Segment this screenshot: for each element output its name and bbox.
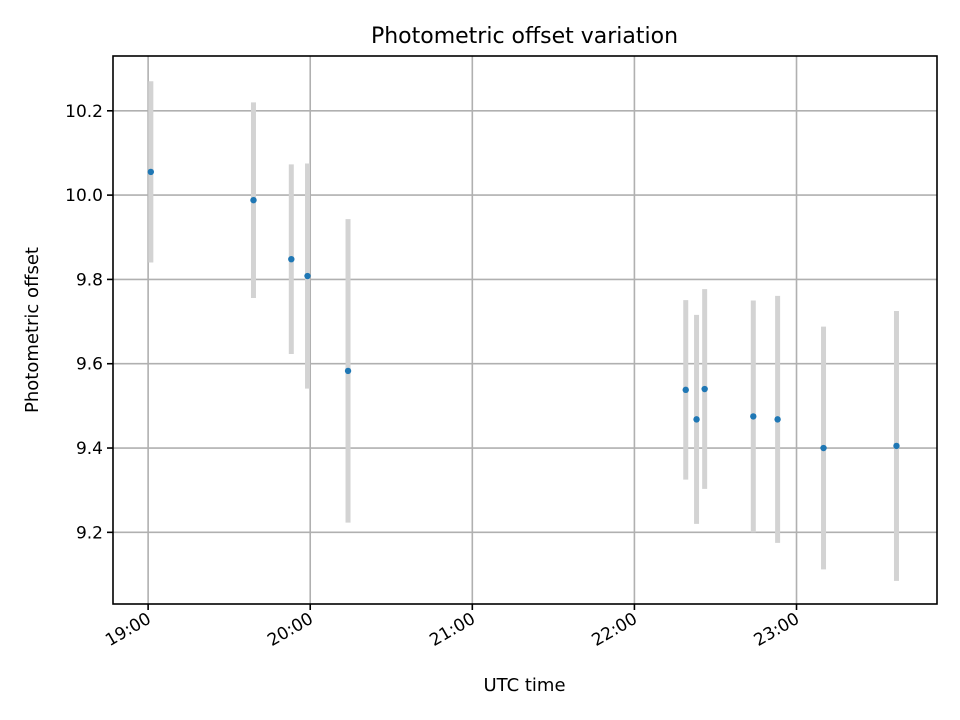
- chart-title: Photometric offset variation: [371, 24, 678, 49]
- data-point: [893, 442, 900, 450]
- data-point: [820, 444, 827, 452]
- y-tick-label: 10.0: [65, 186, 103, 206]
- y-axis-ticks: 9.2 9.4 9.6 9.8 10.0 10.2: [65, 102, 113, 543]
- data-points: [147, 168, 900, 452]
- y-tick-label: 9.4: [76, 439, 103, 459]
- y-tick-label: 10.2: [65, 102, 103, 122]
- x-tick-label: 21:00: [426, 609, 478, 651]
- data-point: [750, 413, 757, 420]
- data-point: [288, 255, 295, 263]
- data-point: [250, 196, 257, 204]
- y-tick-label: 9.2: [76, 523, 103, 543]
- x-tick-label: 22:00: [588, 609, 640, 651]
- data-point: [147, 168, 155, 176]
- data-point: [304, 272, 311, 280]
- x-tick-label: 23:00: [751, 609, 803, 651]
- plot-frame: [112, 55, 938, 605]
- data-point: [774, 416, 781, 423]
- y-axis-label: Photometric offset: [22, 247, 43, 413]
- data-point: [344, 367, 352, 375]
- y-tick-label: 9.8: [76, 270, 103, 290]
- grid: [113, 56, 937, 604]
- data-point: [682, 386, 689, 394]
- data-point: [693, 416, 700, 423]
- x-axis-ticks: 19:00 20:00 21:00 22:00 23:00: [102, 604, 803, 651]
- error-bars: [148, 81, 899, 581]
- y-tick-label: 9.6: [76, 355, 103, 375]
- data-point: [701, 385, 708, 393]
- x-tick-label: 20:00: [264, 609, 316, 651]
- x-tick-label: 19:00: [102, 609, 154, 651]
- x-axis-label: UTC time: [483, 675, 565, 696]
